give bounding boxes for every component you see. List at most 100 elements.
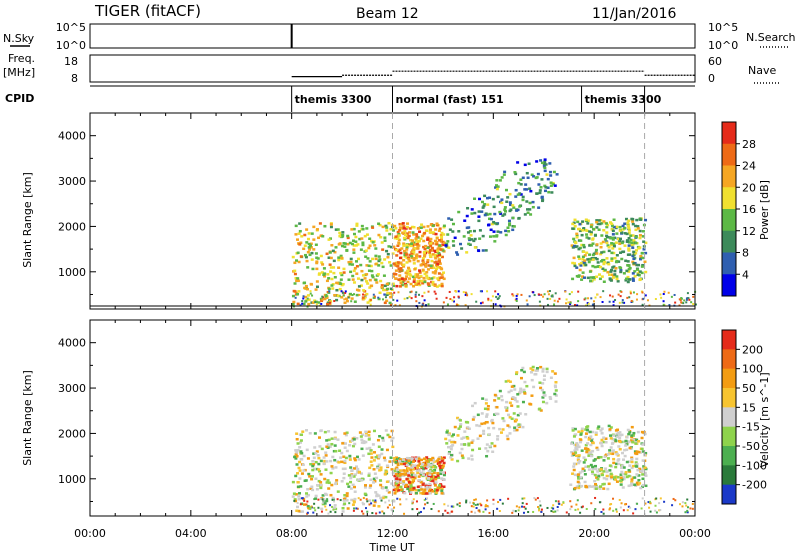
echo-cell — [465, 292, 468, 295]
echo-cell — [412, 498, 415, 501]
echo-cell — [296, 485, 300, 489]
echo-cell — [354, 240, 358, 243]
echo-cell — [380, 284, 384, 287]
echo-cell — [336, 498, 339, 501]
echo-cell — [627, 474, 631, 478]
echo-cell — [345, 431, 349, 434]
echo-cell — [680, 297, 683, 300]
echo-cell — [584, 228, 588, 232]
echo-cell — [465, 435, 469, 439]
echo-cell — [415, 233, 419, 236]
echo-cell — [359, 498, 362, 501]
echo-cell — [590, 244, 594, 247]
echo-cell — [402, 462, 406, 466]
echo-cell — [396, 461, 400, 465]
echo-cell — [377, 264, 381, 267]
echo-cell — [488, 196, 492, 199]
echo-cell — [299, 485, 303, 488]
echo-cell — [485, 443, 489, 446]
echo-cell — [519, 376, 523, 380]
echo-cell — [416, 471, 420, 475]
echo-cell — [496, 438, 500, 441]
echo-cell — [402, 244, 406, 247]
echo-cell — [595, 257, 599, 261]
echo-cell — [626, 275, 630, 279]
echo-cell — [408, 259, 412, 263]
echo-cell — [580, 506, 583, 509]
echo-cell — [412, 233, 416, 236]
echo-cell — [504, 210, 508, 213]
echo-cell — [602, 476, 606, 480]
echo-cell — [577, 430, 581, 434]
echo-cell — [442, 224, 446, 228]
echo-cell — [437, 456, 441, 459]
echo-cell — [618, 447, 622, 451]
echo-cell — [493, 240, 497, 243]
echo-cell — [352, 509, 355, 512]
echo-cell — [641, 291, 644, 294]
echo-cell — [417, 457, 421, 460]
echo-cell — [406, 487, 410, 491]
echo-cell — [602, 220, 606, 223]
echo-cell — [431, 231, 435, 234]
echo-cell — [610, 242, 614, 245]
echo-cell — [630, 425, 634, 429]
echo-cell — [409, 491, 413, 494]
echo-cell — [495, 295, 498, 298]
echo-cell — [350, 498, 354, 502]
echo-cell — [578, 471, 582, 474]
echo-cell — [427, 458, 431, 462]
echo-cell — [450, 434, 454, 438]
echo-cell — [404, 284, 408, 287]
echo-cell — [406, 463, 410, 467]
echo-cell — [618, 436, 622, 440]
echo-cell — [347, 474, 351, 477]
echo-cell — [309, 290, 312, 293]
echo-cell — [339, 460, 343, 464]
echo-cell — [349, 476, 353, 480]
colorbar-segment — [722, 388, 736, 408]
echo-cell — [359, 248, 363, 251]
echo-cell — [507, 390, 511, 394]
echo-cell — [410, 457, 414, 460]
echo-cell — [572, 468, 576, 472]
echo-cell — [580, 233, 584, 237]
echo-cell — [637, 474, 641, 477]
echo-cell — [435, 240, 439, 244]
echo-cell — [446, 233, 450, 236]
echo-cell — [537, 506, 540, 509]
echo-cell — [577, 255, 581, 258]
echo-cell — [365, 498, 368, 501]
echo-cell — [611, 247, 615, 250]
echo-cell — [426, 236, 430, 240]
echo-cell — [628, 446, 632, 450]
echo-cell — [372, 499, 375, 502]
echo-cell — [465, 499, 468, 502]
echo-cell — [626, 224, 630, 228]
echo-cell — [302, 295, 305, 298]
echo-cell — [625, 232, 629, 236]
echo-cell — [591, 467, 595, 471]
echo-cell — [307, 472, 311, 476]
echo-cell — [418, 301, 421, 304]
echo-cell — [356, 507, 359, 510]
echo-cell — [398, 285, 402, 288]
echo-cell — [434, 250, 438, 254]
echo-cell — [629, 238, 633, 242]
echo-cell — [343, 442, 347, 445]
echo-cell — [612, 225, 616, 229]
echo-cell — [355, 293, 359, 297]
echo-cell — [620, 470, 624, 474]
echo-cell — [374, 491, 378, 494]
echo-cell — [607, 249, 611, 253]
echo-cell — [588, 253, 592, 256]
echo-cell — [691, 507, 694, 510]
echo-cell — [369, 478, 373, 481]
echo-cell — [595, 275, 599, 279]
echo-cell — [638, 236, 642, 240]
echo-cell — [582, 245, 586, 249]
echo-cell — [589, 276, 593, 279]
echo-cell — [646, 299, 649, 302]
echo-cell — [605, 241, 609, 245]
echo-cell — [353, 293, 356, 296]
